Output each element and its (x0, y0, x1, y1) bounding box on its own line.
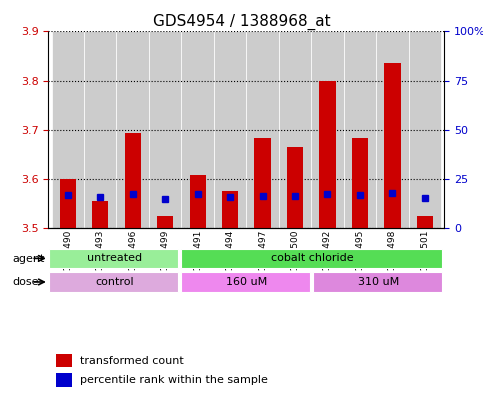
Bar (313, 272, 442, 292)
Bar (56, 354, 72, 367)
Bar (287, 147, 303, 228)
Text: percentile rank within the sample: percentile rank within the sample (80, 375, 268, 386)
Bar (56, 373, 72, 387)
Bar (92, 201, 108, 228)
Bar (255, 138, 270, 228)
Bar (311, 31, 344, 228)
Bar (417, 216, 433, 228)
Text: dose: dose (12, 277, 39, 287)
Bar (214, 31, 246, 228)
Bar (319, 81, 336, 228)
Bar (376, 31, 409, 228)
Text: 160 uM: 160 uM (226, 277, 267, 287)
Bar (409, 31, 441, 228)
Bar (84, 31, 116, 228)
Bar (60, 179, 76, 228)
Bar (149, 31, 182, 228)
Bar (125, 133, 141, 228)
Bar (222, 191, 238, 228)
Bar (182, 31, 214, 228)
Bar (181, 249, 442, 268)
Bar (49, 249, 178, 268)
Bar (157, 216, 173, 228)
Text: untreated: untreated (87, 253, 142, 263)
Text: cobalt chloride: cobalt chloride (271, 253, 354, 263)
Text: control: control (95, 277, 134, 287)
Bar (189, 175, 206, 228)
Bar (246, 31, 279, 228)
Bar (116, 31, 149, 228)
Bar (384, 63, 400, 228)
Bar (49, 272, 178, 292)
Text: 310 uM: 310 uM (358, 277, 399, 287)
Bar (344, 31, 376, 228)
Bar (181, 272, 310, 292)
Text: agent: agent (12, 253, 44, 264)
Bar (352, 138, 368, 228)
Text: transformed count: transformed count (80, 356, 184, 366)
Bar (279, 31, 311, 228)
Bar (52, 31, 84, 228)
Text: GDS4954 / 1388968_at: GDS4954 / 1388968_at (153, 14, 330, 30)
